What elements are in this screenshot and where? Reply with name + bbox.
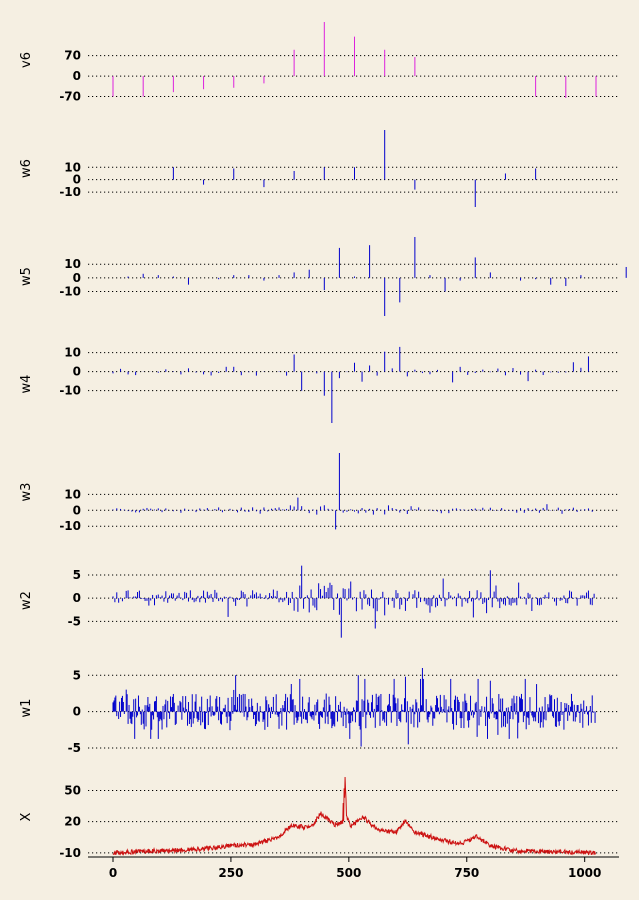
panel-label: w2 xyxy=(19,591,34,610)
y-tick-label: 10 xyxy=(64,487,81,501)
x-tick-label: 0 xyxy=(109,866,117,880)
y-tick-label: 0 xyxy=(73,173,81,187)
y-tick-label: 10 xyxy=(64,346,81,360)
y-tick-label: 0 xyxy=(73,705,81,719)
y-tick-label: 0 xyxy=(73,503,81,517)
x-tick-label: 1000 xyxy=(568,866,601,880)
y-tick-label: -5 xyxy=(68,741,81,755)
y-tick-label: 5 xyxy=(73,668,81,682)
panel-w3: -10 0 10 w3 xyxy=(19,453,619,533)
y-tick-label: 0 xyxy=(73,271,81,285)
y-tick-label: 50 xyxy=(64,784,81,798)
y-tick-label: 10 xyxy=(64,160,81,174)
panel-label: w6 xyxy=(19,159,34,178)
y-tick-label: 0 xyxy=(73,69,81,83)
panel-label: X xyxy=(19,812,34,821)
y-tick-label: -10 xyxy=(59,519,81,533)
panel-label: v6 xyxy=(19,52,34,68)
panel-label: w3 xyxy=(19,483,34,502)
y-tick-label: 70 xyxy=(64,49,81,63)
y-tick-label: 20 xyxy=(64,815,81,829)
x-tick-label: 750 xyxy=(454,866,479,880)
y-tick-label: -10 xyxy=(59,384,81,398)
panel-label: w1 xyxy=(19,699,34,718)
panel-w2: -5 0 5 w2 xyxy=(19,565,619,638)
x-tick-label: 250 xyxy=(218,866,243,880)
y-tick-label: -5 xyxy=(68,614,81,628)
panel-label: w5 xyxy=(19,267,34,286)
y-tick-label: 0 xyxy=(73,365,81,379)
panel-w4: -10 0 10 w4 xyxy=(19,346,619,423)
panel-label: w4 xyxy=(19,375,34,394)
panel-v6: -70 0 70 v6 xyxy=(19,22,619,104)
panel-X: -10 20 50 X xyxy=(19,776,619,860)
series-line xyxy=(112,776,597,856)
x-tick-label: 500 xyxy=(336,866,361,880)
y-tick-label: 10 xyxy=(64,257,81,271)
y-tick-label: 5 xyxy=(73,568,81,582)
y-tick-label: 0 xyxy=(73,591,81,605)
y-tick-label: -10 xyxy=(59,284,81,298)
y-tick-label: -70 xyxy=(59,90,81,104)
y-tick-label: -10 xyxy=(59,846,81,860)
panels: -70070v6-10010w6-10010w5-10010w4-10010w3… xyxy=(19,22,627,860)
panel-w1: -5 0 5 w1 xyxy=(19,668,619,755)
y-tick-label: -10 xyxy=(59,185,81,199)
x-axis: 0 250 500 750 1000 xyxy=(109,857,601,880)
